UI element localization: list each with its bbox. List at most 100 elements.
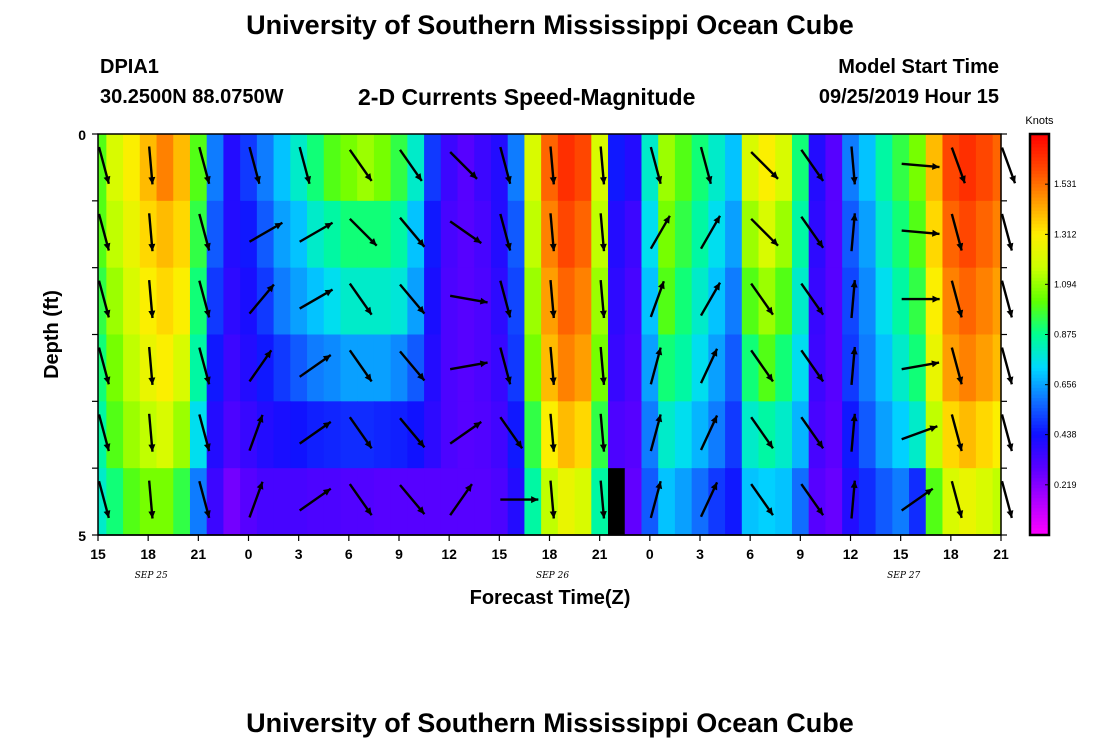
current-arrow [147, 146, 156, 185]
colorbar-segment [1030, 344, 1049, 349]
current-arrow [599, 413, 607, 452]
heatmap-cell [424, 468, 442, 536]
x-tick-label: 12 [843, 546, 859, 562]
heatmap-cell [975, 401, 994, 469]
current-arrow [399, 149, 423, 182]
colorbar-segment [1030, 250, 1049, 255]
heatmap-cell [206, 134, 225, 202]
heatmap-cell [975, 200, 994, 269]
heatmap-cell [842, 401, 860, 469]
colorbar-segment [1030, 387, 1049, 392]
heatmap-cell [775, 267, 793, 336]
current-arrow [950, 480, 964, 519]
heatmap-cell [541, 267, 559, 336]
heatmap-cell [407, 468, 425, 536]
heatmap-cell [608, 267, 626, 336]
heatmap-cell [992, 334, 1002, 402]
colorbar-segment [1030, 334, 1049, 339]
current-arrow [599, 280, 607, 319]
heatmap-cell [858, 468, 877, 536]
colorbar-segment [1030, 244, 1049, 249]
colorbar-segment [1030, 347, 1049, 352]
heatmap-cell [674, 267, 693, 336]
model-start-label: Model Start Time [838, 56, 999, 78]
heatmap-cell [992, 200, 1002, 269]
heatmap-cell [390, 334, 408, 402]
current-arrow [97, 480, 111, 519]
colorbar-segment [1030, 224, 1049, 229]
heatmap-cell [357, 334, 375, 402]
colorbar-segment [1030, 521, 1049, 526]
heatmap-cell [139, 334, 158, 402]
current-arrow [348, 483, 373, 516]
current-arrow [299, 221, 334, 243]
current-arrow [449, 420, 482, 445]
current-arrow [248, 481, 264, 518]
heatmap-cell [909, 200, 927, 269]
colorbar-segment [1030, 220, 1049, 225]
heatmap-cell [975, 134, 994, 202]
colorbar-segment [1030, 190, 1049, 195]
colorbar-segment [1030, 408, 1049, 412]
heatmap-cell [641, 134, 659, 202]
current-arrow [750, 416, 774, 450]
heatmap-cell [424, 334, 442, 402]
colorbar-segment [1030, 431, 1049, 436]
x-tick-label: 3 [295, 546, 303, 562]
heatmap-cell [925, 334, 944, 402]
heatmap-cell [658, 267, 676, 336]
current-arrow [549, 213, 557, 252]
heatmap-cell [725, 401, 743, 469]
heatmap-cell [892, 267, 910, 336]
heatmap-cell [758, 401, 776, 469]
heatmap-cell [173, 334, 191, 402]
current-arrow [147, 280, 156, 319]
colorbar-segment [1030, 227, 1049, 232]
heatmap-cell [791, 134, 810, 202]
x-tick-label: 21 [993, 546, 1009, 562]
colorbar-segment [1030, 428, 1049, 433]
colorbar-segment [1030, 384, 1049, 389]
heatmap-cell [98, 401, 107, 469]
colorbar-segment [1030, 478, 1049, 483]
colorbar-segment [1030, 160, 1049, 165]
current-arrow [800, 349, 825, 383]
colorbar-segment [1030, 277, 1049, 282]
colorbar-segment [1030, 187, 1049, 192]
heatmap-cell [373, 267, 392, 336]
current-arrow [699, 282, 722, 317]
colorbar-label: 0.219 [1054, 480, 1077, 490]
colorbar-segment [1030, 157, 1049, 162]
x-tick-label: 6 [746, 546, 754, 562]
colorbar-segment [1030, 197, 1049, 202]
heatmap-cell [273, 134, 291, 202]
heatmap-cell [557, 267, 576, 336]
heatmap-cell [858, 200, 877, 269]
current-arrow [901, 295, 940, 303]
current-arrow [549, 413, 557, 452]
current-arrow [800, 416, 825, 450]
colorbar-segment [1030, 307, 1049, 312]
heatmap-cell [189, 401, 208, 469]
current-arrow [449, 483, 473, 516]
heatmap-cell [791, 200, 810, 269]
heatmap-cell [440, 334, 459, 402]
colorbar-segment [1030, 207, 1049, 212]
colorbar-segment [1030, 147, 1049, 152]
heatmap-cell [992, 401, 1002, 469]
heatmap-cell [189, 134, 208, 202]
current-arrow [649, 146, 663, 185]
current-arrow [800, 149, 825, 182]
heatmap-cell [173, 401, 191, 469]
heatmap-cell [541, 200, 559, 269]
heatmap-cell [106, 334, 124, 402]
colorbar-segment [1030, 438, 1049, 443]
heatmap-cell [775, 334, 793, 402]
current-arrow [800, 483, 825, 516]
colorbar-segment [1030, 337, 1049, 342]
colorbar-segment [1030, 491, 1049, 496]
heatmap-cell [775, 200, 793, 269]
y-tick-label: 5 [78, 528, 86, 544]
heatmap-cell [407, 401, 425, 469]
